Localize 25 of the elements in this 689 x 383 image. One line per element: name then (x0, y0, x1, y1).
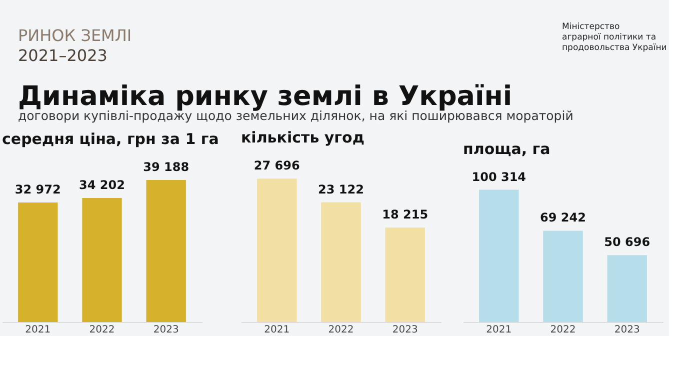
data-label: 27 696 (254, 158, 300, 173)
data-label: 50 696 (604, 235, 650, 250)
x-tick-label: 2023 (392, 324, 418, 336)
x-tick-label: 2021 (264, 324, 290, 336)
text: Міністерство аграрної політики та продовольства України (562, 22, 667, 53)
x-tick-label: 2021 (25, 324, 51, 336)
text: Динаміка ринку землі в Україні (18, 81, 512, 112)
text: РИНОК ЗЕМЛІ (18, 26, 132, 45)
text: 2021–2023 (18, 46, 108, 65)
x-tick-label: 2023 (153, 324, 179, 336)
data-label: 23 122 (318, 182, 364, 196)
x-tick-label: 2021 (486, 324, 512, 336)
data-label: 18 215 (382, 208, 428, 222)
x-tick-label: 2022 (550, 324, 576, 336)
data-label: 32 972 (14, 182, 61, 196)
chart-title: кількість угод (241, 128, 364, 147)
data-label: 100 314 (472, 170, 526, 184)
data-label: 34 202 (79, 178, 125, 192)
x-tick-label: 2022 (328, 324, 354, 336)
data-label: 69 242 (540, 210, 586, 225)
x-tick-label: 2023 (614, 324, 640, 336)
x-tick-label: 2022 (89, 324, 115, 336)
data-label: 39 188 (143, 160, 190, 174)
chart-title: площа, га (463, 140, 550, 158)
chart-title: середня ціна, грн за 1 га (2, 130, 219, 148)
